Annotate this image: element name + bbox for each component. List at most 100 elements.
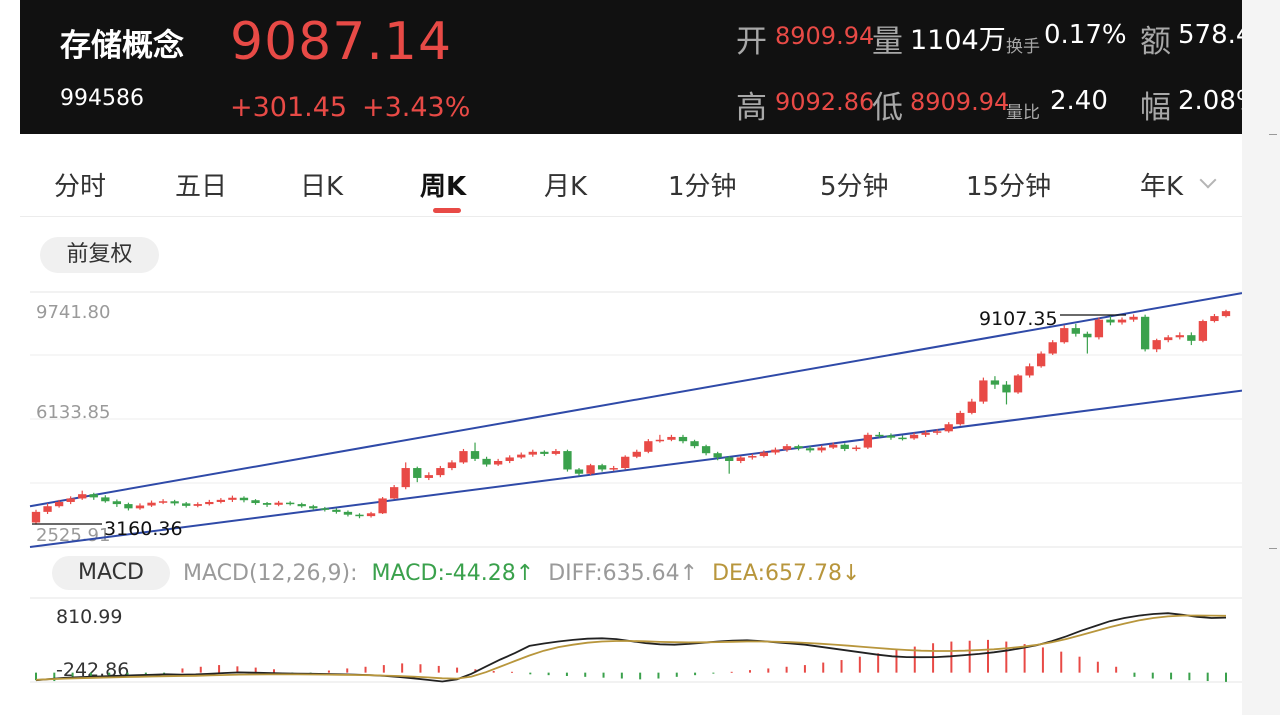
candle-body (459, 451, 468, 463)
tab-monthly-k[interactable]: 月K (544, 172, 588, 202)
open-label: 开 (736, 24, 767, 60)
macd-lines (35, 612, 1227, 683)
high-value: 9092.86 (775, 88, 875, 116)
candle-body (389, 487, 399, 499)
candle-body (332, 509, 341, 512)
candle-body (228, 497, 237, 500)
candle-body (725, 457, 734, 461)
macd-bar (71, 672, 74, 679)
macd-bar (584, 672, 587, 677)
candle-body (990, 380, 1000, 385)
candle-body (886, 435, 896, 438)
tab-daily-k[interactable]: 日K (300, 172, 344, 202)
macd-bar (437, 665, 440, 673)
adjust-mode-button[interactable]: 前复权 (40, 237, 159, 273)
candle-body (517, 454, 526, 458)
candle-body (678, 436, 688, 442)
tab-yearly-k[interactable]: 年K (1140, 172, 1184, 202)
candle-body (320, 508, 329, 510)
low-value: 8909.94 (910, 88, 1010, 116)
main-gridlines (30, 291, 1242, 683)
tab-1-minute[interactable]: 1分钟 (668, 172, 737, 202)
candle-body (470, 451, 480, 459)
candle-body (1060, 328, 1069, 343)
macd-y-label-top: 810.99 (56, 606, 122, 628)
candle-body (632, 451, 641, 457)
macd-bar (749, 670, 751, 673)
macd-bar (35, 672, 37, 681)
candle-body (1071, 328, 1080, 334)
candle-body (621, 456, 630, 469)
candle-body (1152, 340, 1161, 350)
candle-body (921, 432, 930, 435)
macd-bar (565, 672, 568, 677)
macd-bar (199, 666, 202, 673)
candle-body (262, 503, 272, 505)
candle-body (401, 468, 410, 488)
macd-value: MACD:-44.28↑ (371, 561, 535, 586)
macd-bar (382, 665, 385, 673)
macd-bar (1151, 672, 1154, 679)
turnover-label: 换手 (1006, 37, 1040, 57)
diff-value: DIFF:635.64↑ (548, 561, 699, 586)
macd-bar (620, 672, 623, 679)
candle-body (979, 380, 988, 402)
candle-body (586, 465, 595, 474)
macd-bar (822, 662, 825, 673)
open-value: 8909.94 (775, 22, 875, 50)
candle-body (366, 513, 376, 517)
last-price: 9087.14 (230, 12, 453, 72)
volume-value: 1104万 (910, 25, 1006, 56)
candle-body (551, 451, 561, 454)
high-annotation: 9107.35 (979, 308, 1058, 330)
macd-bar (1005, 641, 1008, 673)
candle-body (967, 401, 976, 413)
macd-histogram (35, 639, 1227, 682)
macd-bar (1115, 666, 1118, 673)
candle-body (829, 444, 838, 448)
price-change: +301.45 (230, 92, 348, 123)
candle-body (147, 502, 156, 506)
indicator-selector-button[interactable]: MACD (52, 556, 170, 590)
macd-bar (858, 656, 861, 673)
macd-bar (401, 663, 404, 673)
macd-bar (53, 672, 56, 682)
candle-body (852, 447, 861, 450)
candle-body (1187, 335, 1196, 341)
candle-body (54, 501, 64, 507)
candle-body (690, 441, 699, 447)
candle-body (1036, 353, 1046, 367)
macd-bar (1188, 672, 1191, 681)
candle-body (1013, 375, 1023, 393)
tab-15-minute[interactable]: 15分钟 (966, 172, 1052, 202)
candle-body (216, 499, 226, 502)
candle-body (205, 501, 214, 505)
candle-body (1140, 316, 1150, 350)
candle-body (170, 501, 179, 504)
candle-body (609, 468, 618, 470)
macd-legend: MACD(12,26,9): MACD:-44.28↑ DIFF:635.64↑ DE… (183, 561, 874, 586)
candle-body (909, 434, 919, 439)
candle-body (193, 504, 202, 506)
candle-body (1094, 319, 1104, 338)
candle-body (1025, 366, 1034, 376)
macd-bar (694, 672, 697, 676)
tab-5-minute[interactable]: 5分钟 (820, 172, 889, 202)
macd-bar (419, 664, 422, 673)
tab-intraday[interactable]: 分时 (54, 172, 107, 202)
macd-bar (840, 660, 843, 673)
candle-body (1221, 311, 1231, 317)
channel-line-1 (29, 389, 1242, 548)
macd-bar (785, 666, 788, 673)
tab-weekly-k[interactable]: 周K (420, 172, 467, 202)
tab-five-day[interactable]: 五日 (175, 172, 228, 202)
macd-bar (254, 667, 257, 673)
candle-body (239, 497, 249, 501)
candle-body (528, 451, 537, 455)
macd-bar (712, 672, 715, 674)
candle-body (378, 498, 387, 514)
macd-bar (327, 670, 330, 673)
y-label-top: 9741.80 (36, 302, 110, 323)
candle-body (956, 412, 965, 425)
candle-body (1117, 319, 1127, 323)
